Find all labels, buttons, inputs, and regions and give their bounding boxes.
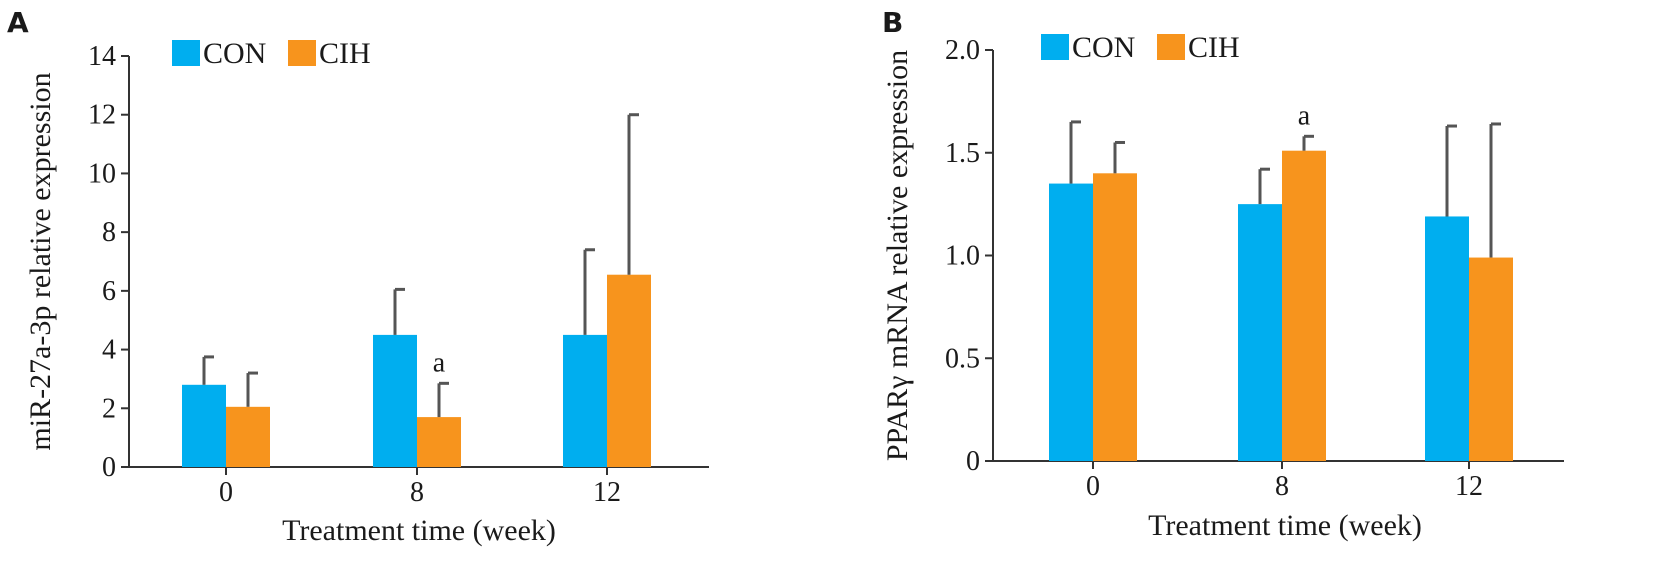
panel-a-y-tick-label: 8 [102, 217, 116, 248]
panel-a-letter: A [7, 6, 29, 39]
panel-a-y-tick-label: 10 [88, 158, 116, 189]
panel-a-y-tick-label: 0 [102, 452, 116, 483]
panel-b-bar-cih-week-8 [1282, 150, 1326, 461]
panel-a-significance-label: a [433, 347, 446, 378]
panel-b-bar-cih-week-0 [1093, 173, 1137, 462]
panel-b-bar-con-week-12 [1425, 216, 1469, 461]
panel-b-legend-swatch-con [1041, 34, 1069, 60]
panel-a-legend-swatch-con [172, 40, 200, 66]
panel-b-significance-label: a [1298, 100, 1311, 131]
panel-a-bar-con-week-12 [563, 334, 607, 467]
panel-b-letter: B [882, 6, 903, 39]
panel-b-legend-swatch-cih [1157, 34, 1185, 60]
panel-b-x-axis-title: Treatment time (week) [1148, 509, 1422, 542]
panel-b-bar-con-week-0 [1049, 183, 1093, 461]
panel-a-y-tick-label: 2 [102, 393, 116, 424]
panel-a-legend-label-con: CON [203, 37, 266, 70]
panel-b-y-tick-label: 0 [966, 446, 980, 477]
panel-b-x-tick-label: 12 [1455, 471, 1483, 502]
panel-a-legend-swatch-cih [288, 40, 316, 66]
panel-a-y-tick-label: 4 [102, 335, 116, 366]
panel-a-x-tick-label: 8 [410, 477, 424, 508]
panel-b-legend-label-cih: CIH [1188, 31, 1240, 64]
panel-a-y-tick-label: 14 [88, 41, 116, 72]
panel-a-y-tick-label: 12 [88, 100, 116, 131]
panel-b-y-tick-label: 1.5 [945, 138, 980, 169]
panel-a-y-axis-title: miR-27a-3p relative expression [24, 72, 57, 450]
panel-a-bar-con-week-0 [182, 384, 226, 467]
panel-b-y-tick-label: 1.0 [945, 241, 980, 272]
panel-a: A 0 2 4 6 8 10 12 14 0 8 12 a CON CIH miR-27a-3p relat… [7, 6, 709, 547]
panel-b-y-tick-label: 0.5 [945, 343, 980, 374]
panel-b-y-axis-title: PPARγ mRNA relative expression [881, 50, 914, 461]
panel-a-bar-con-week-8 [373, 334, 417, 467]
panel-a-y-tick-label: 6 [102, 276, 116, 307]
panel-b-legend-label-con: CON [1072, 31, 1135, 64]
panel-a-bar-cih-week-8 [417, 417, 461, 467]
panel-a-bar-cih-week-12 [607, 274, 651, 467]
panel-a-legend-label-cih: CIH [319, 37, 371, 70]
panel-a-bar-cih-week-0 [226, 406, 270, 467]
panel-b-bar-cih-week-12 [1469, 257, 1513, 461]
panel-b-x-tick-label: 0 [1086, 471, 1100, 502]
panel-a-x-tick-label: 0 [219, 477, 233, 508]
panel-b: B 0 0.5 1.0 1.5 2.0 0 8 12 a CON CIH PPARγ mRNA rel… [881, 6, 1564, 542]
panel-a-x-axis-title: Treatment time (week) [282, 514, 556, 547]
panel-b-bar-con-week-8 [1238, 204, 1282, 461]
panel-b-x-tick-label: 8 [1275, 471, 1289, 502]
panel-a-x-tick-label: 12 [593, 477, 621, 508]
panel-b-y-tick-label: 2.0 [945, 35, 980, 66]
